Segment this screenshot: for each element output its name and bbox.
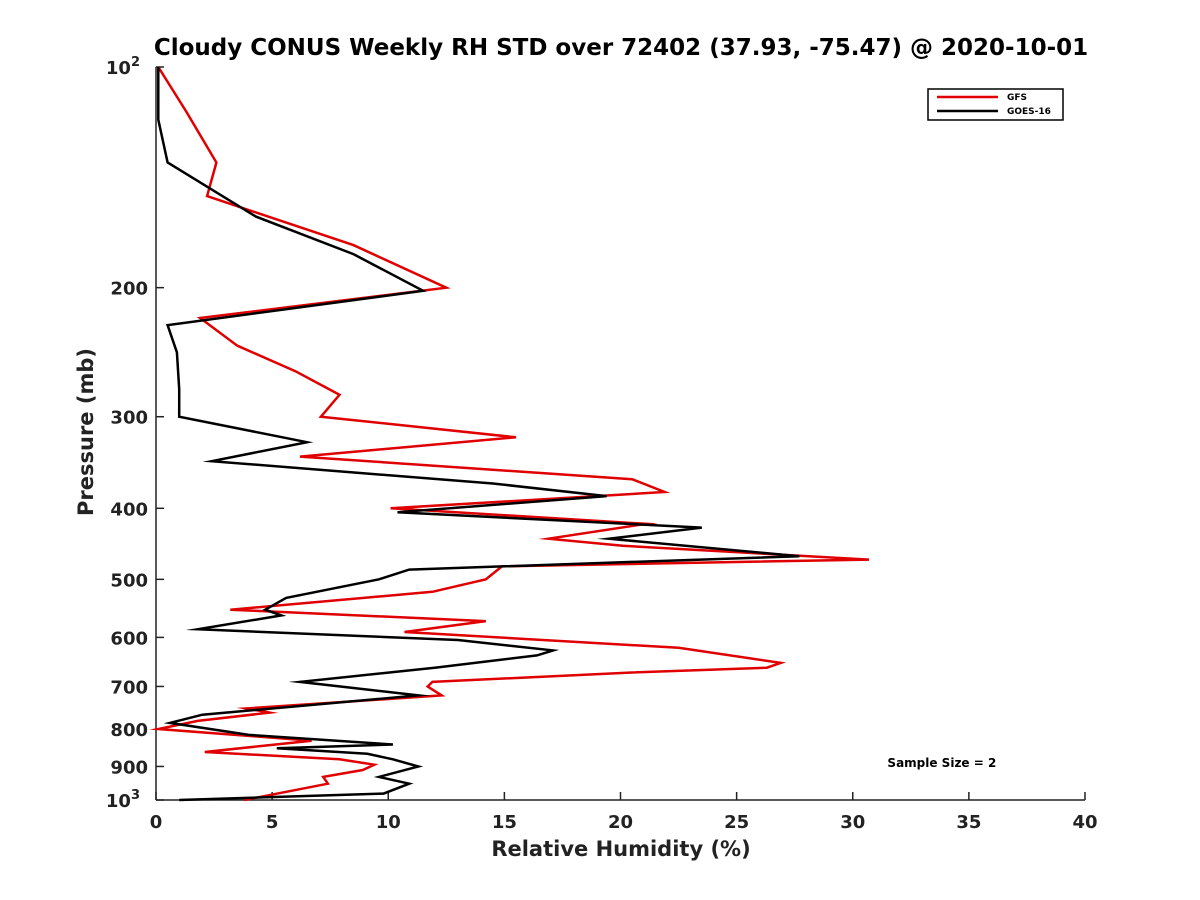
y-tick-label-base: 500	[110, 570, 148, 591]
y-tick-label: 600	[110, 628, 148, 649]
y-tick-label: 900	[110, 757, 148, 778]
x-tick-label: 35	[956, 812, 981, 833]
x-tick-label: 0	[150, 812, 163, 833]
y-tick-label: 200	[110, 279, 148, 300]
y-tick-label: 103	[106, 788, 140, 812]
y-tick-label: 800	[110, 720, 148, 741]
y-tick-label: 700	[110, 677, 148, 698]
y-tick-label-base: 400	[110, 499, 148, 520]
series-line-goes-16	[157, 67, 800, 802]
legend: GFS GOES-16	[927, 88, 1064, 121]
y-tick-label-base: 300	[110, 408, 148, 429]
y-tick-label-exponent: 2	[131, 55, 140, 70]
x-tick-label: 10	[376, 812, 401, 833]
x-tick-label: 25	[724, 812, 749, 833]
y-tick-label-base: 10	[106, 791, 131, 812]
legend-entry: GOES-16	[1007, 107, 1051, 117]
x-tick-label: 5	[266, 812, 279, 833]
y-axis-label: Pressure (mb)	[74, 348, 98, 516]
x-tick-label: 30	[840, 812, 865, 833]
plot-area: 0 5 10 15 20 25 30 35 40102200300400500600700800…	[106, 55, 1098, 833]
x-axis-label: Relative Humidity (%)	[491, 837, 750, 861]
legend-entry: GFS	[1007, 93, 1027, 103]
sample-size-annotation: Sample Size = 2	[887, 756, 996, 770]
y-tick-label-base: 900	[110, 757, 148, 778]
chart-title: Cloudy CONUS Weekly RH STD over 72402 (3…	[154, 35, 1088, 61]
y-tick-label: 500	[110, 570, 148, 591]
y-tick-label-base: 600	[110, 628, 148, 649]
y-tick-label: 400	[110, 499, 148, 520]
y-tick-label: 300	[110, 408, 148, 429]
y-tick-label-exponent: 3	[131, 788, 140, 803]
x-tick-label: 40	[1072, 812, 1097, 833]
x-tick-label: 15	[492, 812, 517, 833]
x-tick-label: 20	[608, 812, 633, 833]
y-tick-label-base: 800	[110, 720, 148, 741]
y-tick-label-base: 700	[110, 677, 148, 698]
legend-box	[927, 88, 1064, 121]
y-tick-label-base: 200	[110, 279, 148, 300]
y-tick-label-base: 10	[106, 58, 131, 79]
y-tick-label: 102	[106, 55, 140, 79]
